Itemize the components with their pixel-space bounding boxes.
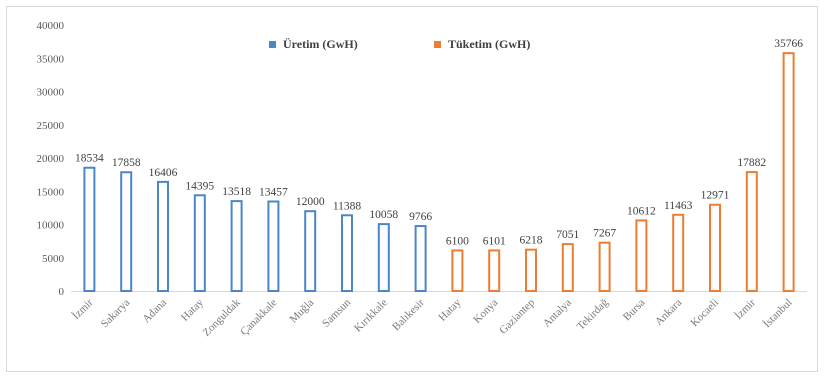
y-tick-label: 20000 (37, 153, 65, 165)
data-label: 10058 (369, 209, 398, 221)
y-tick-label: 10000 (37, 220, 65, 232)
bar-tuketim (598, 241, 611, 293)
bar-uretim (83, 166, 96, 292)
bars (83, 52, 795, 293)
data-label: 7267 (593, 228, 616, 240)
y-tick-label: 15000 (37, 186, 65, 198)
bar-tuketim (745, 171, 758, 292)
category-label: Bursa (621, 297, 648, 324)
bar-tuketim (561, 243, 574, 293)
bar-uretim (304, 210, 317, 292)
category-label: Sakarya (99, 297, 133, 331)
category-label: İzmir (70, 296, 96, 322)
category-label: Gaziantep (497, 296, 537, 336)
data-label: 6218 (520, 235, 543, 247)
category-label: Muğla (288, 297, 317, 326)
data-label: 35766 (774, 38, 803, 50)
legend-swatch (269, 41, 276, 48)
legend-label: Üretim (GwH) (283, 37, 358, 51)
data-label: 10612 (627, 205, 656, 217)
y-tick-label: 5000 (42, 253, 65, 265)
category-label: İstanbul (761, 297, 795, 331)
y-tick-label: 35000 (37, 53, 65, 65)
category-label: Kocaeli (688, 297, 721, 330)
bar-tuketim (672, 213, 685, 293)
category-label: Çanakkale (238, 297, 279, 338)
category-label: Konya (471, 297, 500, 326)
data-label: 11463 (664, 200, 693, 212)
y-axis: 0 5000 10000 15000 20000 25000 30000 35000 40000 (37, 20, 807, 298)
data-label: 13457 (259, 187, 288, 199)
category-label: Kırıkkale (352, 297, 390, 335)
legend-item-tuketim: Tüketim (GwH) (434, 37, 530, 51)
data-label: 14395 (185, 180, 214, 192)
category-label: Tekirdağ (575, 296, 611, 332)
data-label: 7051 (556, 229, 579, 241)
legend: Üretim (GwH) Tüketim (GwH) (269, 37, 530, 51)
bar-tuketim (635, 219, 648, 293)
data-label: 6100 (446, 235, 469, 247)
data-label: 12971 (701, 190, 730, 202)
bar-uretim (120, 171, 133, 292)
category-label: Balıkesir (390, 296, 427, 333)
legend-item-uretim: Üretim (GwH) (269, 37, 358, 51)
bar-tuketim (782, 52, 795, 293)
category-label: Adana (140, 297, 169, 326)
bar-uretim (414, 225, 427, 293)
y-tick-label: 30000 (37, 87, 65, 99)
data-label: 6101 (483, 235, 506, 247)
data-labels: 18534 17858 16406 14395 13518 13457 12000 11388… (75, 38, 803, 247)
data-label: 13518 (222, 186, 251, 198)
data-label: 17858 (112, 157, 141, 169)
category-label: Zonguldak (201, 296, 244, 339)
category-label: Hatay (436, 296, 463, 323)
bar-tuketim (525, 248, 537, 292)
bar-uretim (267, 200, 280, 293)
category-label: Samsun (320, 296, 353, 329)
data-label: 9766 (409, 211, 432, 223)
bar-uretim (193, 194, 206, 293)
bar-uretim (157, 180, 169, 292)
y-tick-label: 25000 (37, 120, 65, 132)
data-label: 17882 (737, 157, 766, 169)
chart-frame: 0 5000 10000 15000 20000 25000 30000 35000 40000… (6, 6, 818, 372)
bar-tuketim (451, 249, 464, 292)
bar-uretim (377, 223, 390, 292)
bar-tuketim (488, 249, 501, 292)
y-tick-label: 40000 (37, 20, 65, 32)
bar-uretim (341, 214, 353, 293)
bar-chart: 0 5000 10000 15000 20000 25000 30000 35000 40000… (37, 20, 807, 339)
data-label: 18534 (75, 153, 104, 165)
legend-swatch (434, 41, 441, 48)
data-label: 16406 (149, 167, 178, 179)
category-label: İzmir (733, 296, 759, 322)
category-label: Ankara (653, 297, 684, 328)
legend-label: Tüketim (GwH) (448, 37, 530, 51)
category-labels: İzmir Sakarya Adana HatayZonguldakÇanakkale… (70, 296, 795, 339)
bar-uretim (230, 200, 243, 292)
data-label: 12000 (296, 196, 325, 208)
category-label: Hatay (179, 296, 206, 323)
data-label: 11388 (333, 200, 362, 212)
bar-tuketim (709, 203, 721, 292)
category-label: Antalya (541, 297, 574, 330)
y-tick-label: 0 (59, 286, 65, 298)
